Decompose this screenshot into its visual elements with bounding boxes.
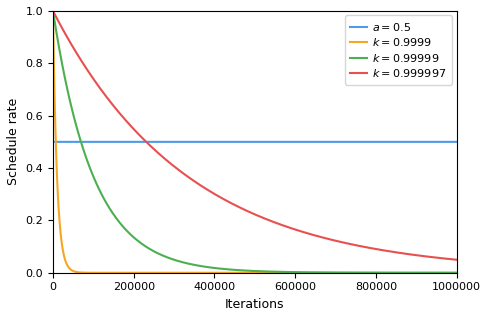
$k = 0.99999$ (204, 265, 210, 269)
$a = 0.5$ (123, 140, 129, 144)
X-axis label: Iterations: Iterations (225, 298, 285, 311)
$k = 0.9999$ (312, 271, 318, 275)
$a = 0.5$ (351, 140, 357, 144)
$a = 0.5$ (312, 140, 318, 144)
$k = 0.99999$ (123, 228, 129, 232)
Line: $k = 0.9999$: $k = 0.9999$ (53, 11, 457, 273)
$k = 0.999997$ (204, 188, 210, 191)
$a = 0.5$ (454, 140, 460, 144)
$k = 0.9999$ (454, 271, 460, 275)
Line: $k = 0.999997$: $k = 0.999997$ (53, 11, 457, 260)
$k = 0.99999$ (292, 270, 298, 274)
$a = 0.5$ (382, 140, 387, 144)
$k = 0.999997$ (382, 249, 387, 252)
Y-axis label: Schedule rate: Schedule rate (7, 98, 20, 185)
$k = 0.999997$ (292, 228, 298, 232)
$k = 0.99999$ (312, 271, 318, 274)
$k = 0.999997$ (123, 119, 129, 123)
$k = 0.9999$ (50, 9, 56, 13)
$k = 0.9999$ (351, 271, 357, 275)
Line: $k = 0.99999$: $k = 0.99999$ (53, 11, 457, 273)
$k = 0.9999$ (292, 271, 298, 275)
$a = 0.5$ (292, 140, 298, 144)
$k = 0.999997$ (351, 243, 357, 247)
$k = 0.999997$ (50, 9, 56, 13)
$k = 0.99999$ (50, 9, 56, 13)
$k = 0.9999$ (204, 271, 210, 275)
Legend: $a = 0.5$, $k = 0.9999$, $k = 0.99999$, $k = 0.999997$: $a = 0.5$, $k = 0.9999$, $k = 0.99999$, … (345, 15, 452, 85)
$k = 0.999997$ (312, 234, 318, 238)
$a = 0.5$ (50, 140, 56, 144)
$k = 0.999997$ (454, 258, 460, 262)
$k = 0.9999$ (123, 271, 129, 275)
$k = 0.99999$ (454, 271, 460, 275)
$k = 0.99999$ (382, 271, 387, 275)
$a = 0.5$ (204, 140, 210, 144)
$k = 0.99999$ (351, 271, 357, 274)
$k = 0.9999$ (382, 271, 387, 275)
